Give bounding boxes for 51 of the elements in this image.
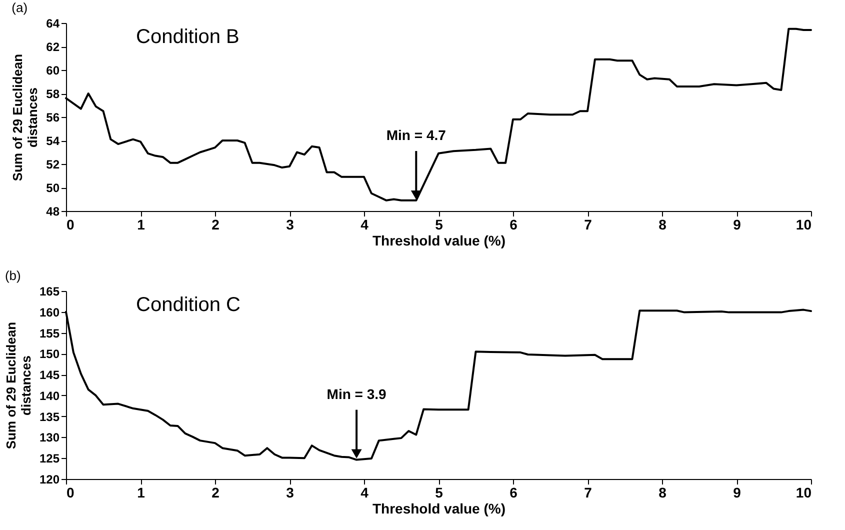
x-tick-label: 6 xyxy=(510,216,518,232)
annotation: Min = 4.7 xyxy=(386,127,446,144)
x-tick-label: 2 xyxy=(212,484,220,500)
x-tick-label: 10 xyxy=(796,484,812,500)
y-tick-label: 56 xyxy=(46,110,60,124)
annotation: Condition C xyxy=(136,294,241,316)
y-tick-label: 165 xyxy=(39,284,60,298)
annotation: Condition B xyxy=(136,26,240,48)
chart-title: (b) xyxy=(4,268,21,283)
y-tick-label: 54 xyxy=(46,134,60,148)
x-tick-label: 1 xyxy=(137,484,146,500)
y-axis-title: Sum of 29 Euclidean distances xyxy=(3,322,34,450)
y-tick-label: 62 xyxy=(46,40,60,54)
y-tick-label: 64 xyxy=(46,16,60,30)
x-tick-label: 5 xyxy=(435,484,444,500)
y-tick-label: 155 xyxy=(39,326,60,340)
x-tick-label: 8 xyxy=(658,216,667,232)
y-tick-label: 135 xyxy=(39,410,60,424)
y-tick-label: 130 xyxy=(39,430,60,445)
y-tick-label: 160 xyxy=(39,305,60,320)
y-tick-label: 145 xyxy=(39,368,60,382)
y-axis-title: Sum of 29 Euclidean distances xyxy=(10,54,40,182)
y-tick-label: 48 xyxy=(46,204,60,218)
x-tick-label: 7 xyxy=(584,484,592,500)
x-tick-label: 6 xyxy=(510,484,518,500)
y-tick-label: 58 xyxy=(46,87,60,101)
x-axis-title: Threshold value (%) xyxy=(372,232,506,248)
x-tick-label: 0 xyxy=(66,216,74,232)
x-tick-label: 4 xyxy=(360,484,369,500)
y-tick-label: 125 xyxy=(39,452,60,466)
x-tick-label: 0 xyxy=(66,484,74,500)
y-tick-label: 50 xyxy=(46,181,60,195)
y-tick-label: 60 xyxy=(46,64,60,78)
x-tick-label: 9 xyxy=(733,484,742,500)
x-tick-label: 8 xyxy=(658,484,667,500)
x-tick-label: 3 xyxy=(286,216,294,232)
x-tick-label: 3 xyxy=(286,484,294,500)
chart-title: (a) xyxy=(12,0,28,15)
y-tick-label: 150 xyxy=(39,347,60,362)
y-tick-label: 140 xyxy=(39,388,60,403)
x-tick-label: 7 xyxy=(584,216,592,232)
x-tick-label: 10 xyxy=(796,216,812,232)
annotation: Min = 3.9 xyxy=(326,386,387,402)
x-tick-label: 9 xyxy=(733,216,742,232)
x-tick-label: 5 xyxy=(435,216,444,232)
x-tick-label: 1 xyxy=(137,216,146,232)
x-tick-label: 4 xyxy=(360,216,369,232)
y-tick-label: 120 xyxy=(39,472,60,486)
x-axis-title: Threshold value (%) xyxy=(372,500,506,516)
x-tick-label: 2 xyxy=(212,216,220,232)
y-tick-label: 52 xyxy=(46,158,60,172)
